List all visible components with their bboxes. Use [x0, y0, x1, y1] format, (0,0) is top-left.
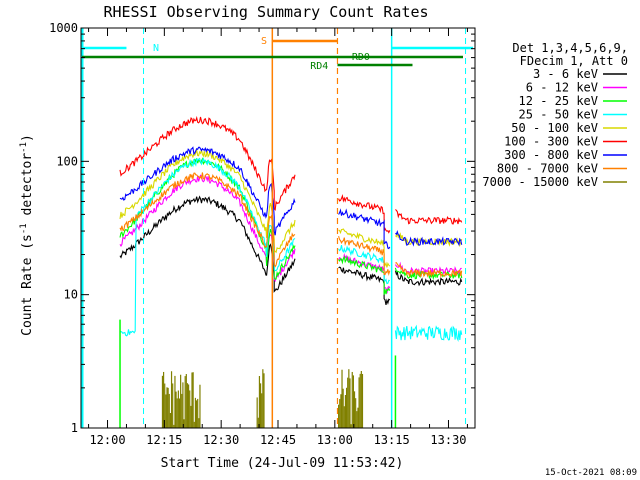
- series-line-3-6keV: [119, 195, 296, 293]
- x-tick-label: 13:00: [317, 433, 353, 447]
- axes-layer: 1 10 100 1000 12:00 12:15 12:30 12:45 13:00 13:15…: [49, 21, 476, 447]
- flag-S-label: S: [261, 36, 267, 47]
- series-line-800-7000keV: [119, 172, 296, 268]
- legend: Det 1,3,4,5,6,9, FDecim 1, Att 0 3 - 6 k…: [482, 41, 628, 189]
- legend-header-line: FDecim 1, Att 0: [520, 54, 628, 68]
- legend-label: 300 - 800 keV: [504, 148, 598, 162]
- y-axis-label-part: Count Rate (s: [20, 234, 35, 336]
- flag-N-label: N: [153, 43, 159, 54]
- series-line-12-25keV: [338, 255, 391, 295]
- x-tick-label: 12:15: [146, 433, 182, 447]
- series-line-800-7000keV: [338, 235, 391, 276]
- series-line-100-300keV: [395, 209, 463, 225]
- series-line-300-800keV: [338, 208, 391, 250]
- series-line-25-50keV: [394, 324, 463, 343]
- x-tick-label: 13:15: [374, 433, 410, 447]
- plot-layer: N S RD0 RD4: [81, 28, 473, 428]
- legend-label: 12 - 25 keV: [519, 94, 598, 108]
- y-axis-label-part: detector: [20, 153, 35, 224]
- chart-title: RHESSI Observing Summary Count Rates: [103, 3, 428, 21]
- series-line-100-300keV: [338, 194, 391, 234]
- series-line-800-7000keV: [395, 262, 463, 279]
- series-line-50-100keV: [119, 148, 296, 254]
- series-line-100-300keV: [119, 115, 296, 211]
- legend-label: 100 - 300 keV: [504, 135, 598, 149]
- x-axis-label: Start Time (24-Jul-09 11:53:42): [161, 456, 404, 471]
- x-tick-label: 12:30: [203, 433, 239, 447]
- legend-label: 25 - 50 keV: [519, 108, 598, 122]
- x-tick-label: 13:30: [430, 433, 466, 447]
- y-axis-label: Count Rate (s-1 detector-1): [19, 134, 35, 336]
- series-line-3-6keV: [338, 266, 391, 306]
- flag-RD0-label: RD0: [352, 52, 370, 63]
- series-line-25-50keV: [119, 157, 296, 337]
- legend-label: 50 - 100 keV: [511, 121, 598, 135]
- x-tick-label: 12:45: [260, 433, 296, 447]
- legend-header-line: Det 1,3,4,5,6,9,: [512, 41, 628, 55]
- series-line-300-800keV: [395, 229, 463, 247]
- y-axis-label-sup: -1: [19, 223, 29, 234]
- series-line-50-100keV: [395, 232, 463, 248]
- series-line-25-50keV: [338, 244, 390, 285]
- legend-label: 3 - 6 keV: [533, 67, 598, 81]
- y-tick-label: 1000: [49, 21, 78, 35]
- series-line-3-6keV: [394, 270, 463, 287]
- series-line-50-100keV: [338, 228, 391, 268]
- series-line-300-800keV: [119, 146, 296, 236]
- y-tick-label: 100: [56, 154, 78, 168]
- plot-frame: [80, 27, 476, 429]
- flag-RD4-label: RD4: [310, 61, 328, 72]
- legend-label: 800 - 7000 keV: [497, 162, 598, 176]
- generated-timestamp: 15-Oct-2021 08:09: [545, 468, 637, 478]
- y-tick-label: 10: [64, 288, 78, 302]
- x-tick-label: 12:00: [89, 433, 125, 447]
- legend-label: 7000 - 15000 keV: [482, 175, 598, 189]
- legend-label: 6 - 12 keV: [526, 81, 598, 95]
- y-axis-label-sup: -1: [19, 142, 29, 153]
- y-axis-label-part: ): [20, 134, 35, 142]
- y-tick-label: 1: [71, 421, 78, 435]
